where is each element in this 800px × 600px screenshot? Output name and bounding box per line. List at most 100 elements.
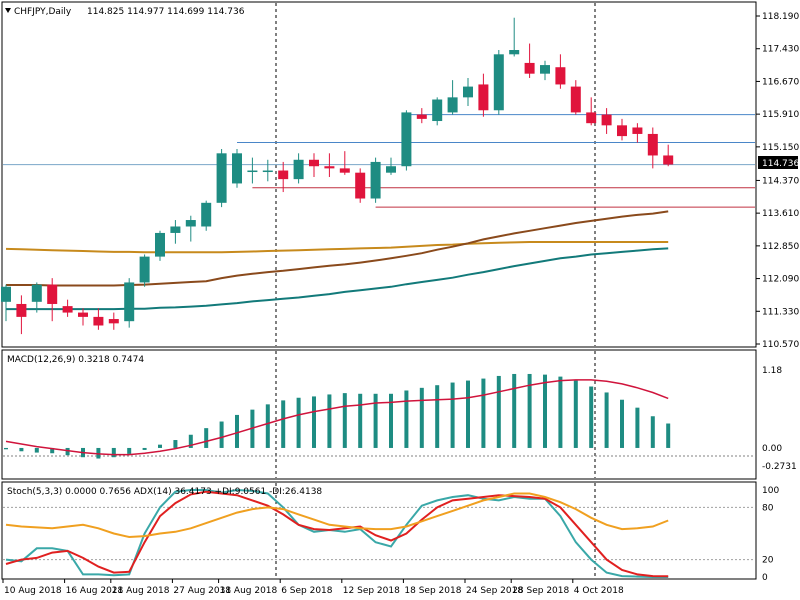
- macd-bar: [142, 447, 147, 450]
- candle-body: [570, 86, 581, 113]
- stoch-line: [5, 490, 669, 578]
- price-tick-label: 115.910: [762, 110, 799, 120]
- price-tick-label: 115.150: [762, 143, 799, 153]
- macd-bar: [173, 440, 178, 448]
- current-price-label: 114.736: [762, 159, 799, 169]
- symbol-label: CHFJPY,Daily: [14, 7, 72, 17]
- candle-body: [386, 166, 396, 173]
- price-axis: 118.190 117.430 116.670 115.910 115.150 114.3…: [756, 12, 799, 350]
- macd-bar: [604, 392, 609, 448]
- macd-bar: [635, 407, 640, 448]
- macd-axis: 1.18 0.00 -0.2731: [762, 366, 797, 472]
- macd-panel-frame: [1, 349, 757, 480]
- macd-bar: [527, 373, 532, 448]
- candle-body: [170, 226, 181, 233]
- macd-bar: [4, 447, 8, 450]
- candle-body: [447, 97, 458, 113]
- date-tick-label: 6 Sep 2018: [281, 586, 333, 596]
- candle-body: [124, 282, 135, 322]
- stoch-tick-label: 100: [762, 486, 779, 496]
- macd-bar: [389, 393, 393, 448]
- moving-averages: [5, 210, 669, 311]
- date-tick-label: 4 Oct 2018: [574, 586, 624, 596]
- collapse-triangle-icon[interactable]: [5, 8, 11, 13]
- stoch-panel[interactable]: 100 80 20 0 Stoch(5,3,3) 0.0000 0.7656 ADX(…: [1, 481, 779, 583]
- candle-body: [278, 170, 289, 180]
- macd-bar: [19, 447, 24, 452]
- price-tick-label: 114.370: [762, 176, 799, 186]
- date-tick-label: 28 Sep 2018: [512, 586, 569, 596]
- current-price-box: [758, 156, 798, 169]
- macd-bar: [65, 447, 70, 456]
- moving-average-line: [5, 241, 669, 254]
- candle-body: [93, 316, 104, 326]
- macd-panel[interactable]: 1.18 0.00 -0.2731 MACD(12,26,9) 0.3218 0.7…: [1, 349, 797, 480]
- candle-body: [632, 127, 643, 134]
- candle-body: [586, 112, 597, 124]
- candle-body: [139, 256, 150, 283]
- candle-body: [31, 284, 42, 302]
- candle-body: [617, 125, 627, 137]
- candle-body: [108, 319, 119, 324]
- macd-bar: [127, 447, 132, 454]
- macd-bar: [512, 373, 517, 448]
- price-tick-label: 112.090: [762, 275, 799, 285]
- candle-body: [324, 166, 335, 169]
- candle-body: [370, 161, 381, 199]
- price-tick-label: 113.610: [762, 209, 799, 219]
- ohlc-label: 114.825 114.977 114.699 114.736: [87, 7, 245, 17]
- candle-body: [339, 168, 350, 173]
- macd-bar: [358, 393, 363, 448]
- stoch-tick-label: 20: [762, 556, 774, 566]
- candle-body: [293, 159, 304, 180]
- macd-title: MACD(12,26,9) 0.3218 0.7474: [7, 355, 144, 365]
- macd-bar: [404, 390, 409, 448]
- candle-body: [432, 99, 443, 122]
- macd-bar: [188, 434, 193, 448]
- macd-tick-label: 1.18: [762, 366, 782, 376]
- macd-bar: [327, 394, 332, 448]
- stoch-tick-label: 80: [762, 503, 774, 513]
- candle-body: [401, 112, 412, 167]
- macd-bar: [558, 376, 563, 448]
- candle-body: [155, 232, 165, 257]
- macd-bar: [543, 374, 547, 448]
- date-tick-label: 12 Sep 2018: [343, 586, 400, 596]
- macd-bar: [435, 385, 440, 448]
- macd-bar: [450, 382, 455, 448]
- macd-signal-line: [5, 379, 669, 456]
- price-tick-label: 118.190: [762, 12, 799, 22]
- date-tick-label: 27 Aug 2018: [173, 586, 231, 596]
- date-tick-label: 10 Aug 2018: [4, 586, 62, 596]
- macd-bar: [50, 447, 55, 454]
- stoch-panel-frame: [1, 481, 757, 580]
- macd-bar: [235, 414, 239, 448]
- price-tick-label: 110.570: [762, 340, 799, 350]
- macd-bar: [296, 397, 301, 448]
- date-tick-label: 24 Sep 2018: [466, 586, 523, 596]
- candle-body: [47, 284, 58, 304]
- date-tick-label: 18 Sep 2018: [404, 586, 461, 596]
- macd-bar: [419, 387, 424, 448]
- candle-body: [663, 155, 674, 165]
- candle-body: [247, 170, 258, 173]
- moving-average-line: [6, 247, 669, 311]
- macd-bar: [620, 399, 624, 448]
- candle-body: [232, 153, 242, 184]
- stoch-tick-label: 0: [762, 573, 768, 583]
- price-panel[interactable]: 118.190 117.430 116.670 115.910 115.150 114.3…: [1, 1, 799, 350]
- macd-tick-label: 0.00: [762, 444, 782, 454]
- macd-bar: [312, 396, 316, 448]
- macd-bar: [342, 393, 347, 448]
- candle-body: [262, 170, 273, 173]
- macd-bar: [373, 393, 378, 448]
- macd-tick-label: -0.2731: [762, 462, 797, 472]
- stoch-axis: 100 80 20 0: [762, 486, 779, 583]
- macd-bar: [204, 428, 209, 448]
- macd-bar: [589, 386, 594, 448]
- candle-body: [524, 62, 535, 74]
- macd-histogram: [4, 373, 671, 459]
- candle-body: [540, 65, 550, 74]
